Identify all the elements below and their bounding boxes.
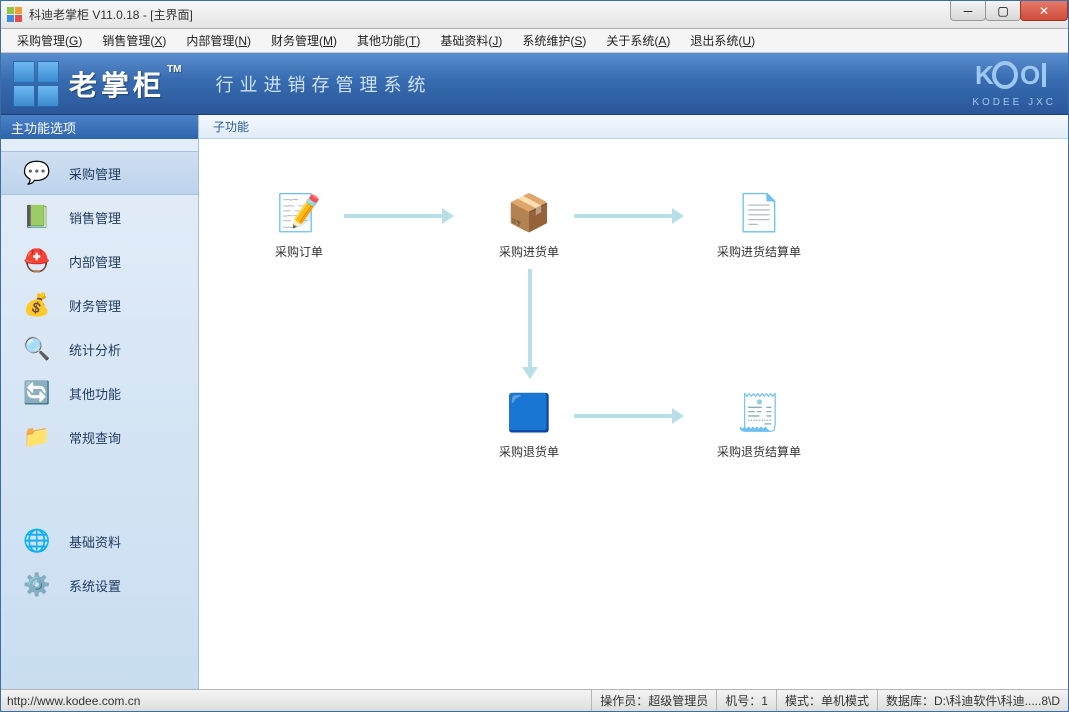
minimize-button[interactable]: ─ bbox=[950, 1, 986, 21]
flow-canvas: 📝 采购订单 📦 采购进货单 📄 采购进货结算单 � bbox=[199, 139, 1068, 689]
svg-text:K: K bbox=[975, 60, 994, 90]
brand-title: 老掌柜TM bbox=[69, 64, 181, 104]
arrow-icon bbox=[574, 411, 684, 421]
sidebar-item-label: 基础资料 bbox=[69, 532, 121, 551]
magnifier-icon: 🔍 bbox=[23, 335, 51, 363]
banner: 老掌柜TM 行业进销存管理系统 K O KODEE JXC bbox=[1, 53, 1068, 115]
sidebar-item-stats[interactable]: 🔍 统计分析 bbox=[1, 327, 198, 371]
sidebar-item-internal[interactable]: ⛑️ 内部管理 bbox=[1, 239, 198, 283]
status-value: 1 bbox=[761, 694, 768, 708]
sidebar-item-label: 统计分析 bbox=[69, 340, 121, 359]
status-url: http://www.kodee.com.cn bbox=[1, 694, 591, 708]
content: 子功能 📝 采购订单 📦 采购进货单 📄 采购进货结算单 bbox=[199, 115, 1068, 689]
menubar: 采购管理(G) 销售管理(X) 内部管理(N) 财务管理(M) 其他功能(T) … bbox=[1, 29, 1068, 53]
sidebar-item-label: 销售管理 bbox=[69, 208, 121, 227]
sidebar-item-label: 常规查询 bbox=[69, 428, 121, 447]
menu-internal[interactable]: 内部管理(N) bbox=[176, 29, 261, 52]
menu-sales[interactable]: 销售管理(X) bbox=[92, 29, 176, 52]
box-icon: 📦 bbox=[505, 189, 553, 237]
maximize-button[interactable]: ▢ bbox=[985, 1, 1021, 21]
status-operator: 操作员：超级管理员 bbox=[591, 690, 716, 711]
sidebar-item-finance[interactable]: 💰 财务管理 bbox=[1, 283, 198, 327]
status-mode: 模式：单机模式 bbox=[776, 690, 877, 711]
note-icon: 📝 bbox=[275, 189, 323, 237]
flownode-label: 采购进货结算单 bbox=[699, 243, 819, 260]
finance-icon: 💰 bbox=[23, 291, 51, 319]
sidebar-item-label: 内部管理 bbox=[69, 252, 121, 271]
arrow-icon bbox=[344, 211, 454, 221]
sidebar-item-label: 其他功能 bbox=[69, 384, 121, 403]
gears-icon: ⚙️ bbox=[23, 571, 51, 599]
flownode-purchase-return[interactable]: 🟦 采购退货单 bbox=[469, 389, 589, 460]
statusbar: http://www.kodee.com.cn 操作员：超级管理员 机号：1 模… bbox=[1, 689, 1068, 711]
titlebar: 科迪老掌柜 V11.0.18 - [主界面] ─ ▢ ✕ bbox=[1, 1, 1068, 29]
flownode-purchase-return-settle[interactable]: 🧾 采购退货结算单 bbox=[699, 389, 819, 460]
sidebar-item-basedata[interactable]: 🌐 基础资料 bbox=[1, 519, 198, 563]
flownode-purchase-in[interactable]: 📦 采购进货单 bbox=[469, 189, 589, 260]
status-label: 数据库： bbox=[886, 692, 934, 709]
stack-icon: 🟦 bbox=[505, 389, 553, 437]
status-value: 单机模式 bbox=[821, 692, 869, 709]
menu-exit[interactable]: 退出系统(U) bbox=[680, 29, 765, 52]
sales-icon: 📗 bbox=[23, 203, 51, 231]
trademark: TM bbox=[167, 64, 181, 75]
status-db: 数据库：D:\科迪软件\科迪.....8\D bbox=[877, 690, 1068, 711]
sidebar-item-query[interactable]: 📁 常规查询 bbox=[1, 415, 198, 459]
banner-right-logo: K O KODEE JXC bbox=[972, 60, 1056, 108]
helmet-icon: ⛑️ bbox=[23, 247, 51, 275]
flownode-label: 采购订单 bbox=[239, 243, 359, 260]
folder-gear-icon: 📁 bbox=[23, 423, 51, 451]
logo-squares-icon bbox=[13, 61, 59, 107]
sidebar-item-purchase[interactable]: 💬 采购管理 bbox=[1, 151, 198, 195]
sidebar-header: 主功能选项 bbox=[1, 115, 198, 139]
window-controls: ─ ▢ ✕ bbox=[951, 1, 1068, 28]
menu-finance[interactable]: 财务管理(M) bbox=[261, 29, 347, 52]
menu-basedata[interactable]: 基础资料(J) bbox=[430, 29, 512, 52]
status-value: 超级管理员 bbox=[648, 692, 708, 709]
refresh-icon: 🔄 bbox=[23, 379, 51, 407]
brand-subtitle: 行业进销存管理系统 bbox=[215, 71, 431, 97]
sidebar-body: 💬 采购管理 📗 销售管理 ⛑️ 内部管理 💰 财务管理 🔍 统计分 bbox=[1, 139, 198, 689]
status-label: 操作员： bbox=[600, 692, 648, 709]
receipt-icon: 🧾 bbox=[735, 389, 783, 437]
status-value: D:\科迪软件\科迪.....8\D bbox=[934, 692, 1060, 709]
status-machine: 机号：1 bbox=[716, 690, 776, 711]
flownode-purchase-settle[interactable]: 📄 采购进货结算单 bbox=[699, 189, 819, 260]
arrow-icon bbox=[574, 211, 684, 221]
chat-bubble-icon: 💬 bbox=[23, 159, 51, 187]
window-title: 科迪老掌柜 V11.0.18 - [主界面] bbox=[29, 6, 951, 23]
content-header: 子功能 bbox=[199, 115, 1068, 139]
sidebar-item-sales[interactable]: 📗 销售管理 bbox=[1, 195, 198, 239]
status-label: 机号： bbox=[725, 692, 761, 709]
sidebar-item-label: 系统设置 bbox=[69, 576, 121, 595]
brand-text: 老掌柜 bbox=[69, 70, 165, 101]
flownode-label: 采购退货结算单 bbox=[699, 443, 819, 460]
menu-maintain[interactable]: 系统维护(S) bbox=[512, 29, 596, 52]
kodee-logo-icon: K O bbox=[972, 60, 1056, 97]
app-window: 科迪老掌柜 V11.0.18 - [主界面] ─ ▢ ✕ 采购管理(G) 销售管… bbox=[0, 0, 1069, 712]
sidebar-item-label: 财务管理 bbox=[69, 296, 121, 315]
status-label: 模式： bbox=[785, 692, 821, 709]
close-button[interactable]: ✕ bbox=[1020, 1, 1068, 21]
body: 主功能选项 💬 采购管理 📗 销售管理 ⛑️ 内部管理 💰 财务管理 bbox=[1, 115, 1068, 689]
flownode-purchase-order[interactable]: 📝 采购订单 bbox=[239, 189, 359, 260]
doc-play-icon: 📄 bbox=[735, 189, 783, 237]
sidebar-item-settings[interactable]: ⚙️ 系统设置 bbox=[1, 563, 198, 607]
menu-purchase[interactable]: 采购管理(G) bbox=[7, 29, 92, 52]
sidebar-item-other[interactable]: 🔄 其他功能 bbox=[1, 371, 198, 415]
sidebar-item-label: 采购管理 bbox=[69, 164, 121, 183]
sidebar: 主功能选项 💬 采购管理 📗 销售管理 ⛑️ 内部管理 💰 财务管理 bbox=[1, 115, 199, 689]
menu-other[interactable]: 其他功能(T) bbox=[347, 29, 430, 52]
kodee-sub: KODEE JXC bbox=[972, 97, 1056, 108]
flownode-label: 采购进货单 bbox=[469, 243, 589, 260]
arrow-down-icon bbox=[525, 269, 535, 379]
app-icon bbox=[7, 7, 23, 23]
banner-left: 老掌柜TM 行业进销存管理系统 bbox=[13, 61, 431, 107]
sidebar-gap bbox=[1, 459, 198, 519]
globe-icon: 🌐 bbox=[23, 527, 51, 555]
svg-text:O: O bbox=[1020, 60, 1040, 90]
flownode-label: 采购退货单 bbox=[469, 443, 589, 460]
menu-about[interactable]: 关于系统(A) bbox=[596, 29, 680, 52]
